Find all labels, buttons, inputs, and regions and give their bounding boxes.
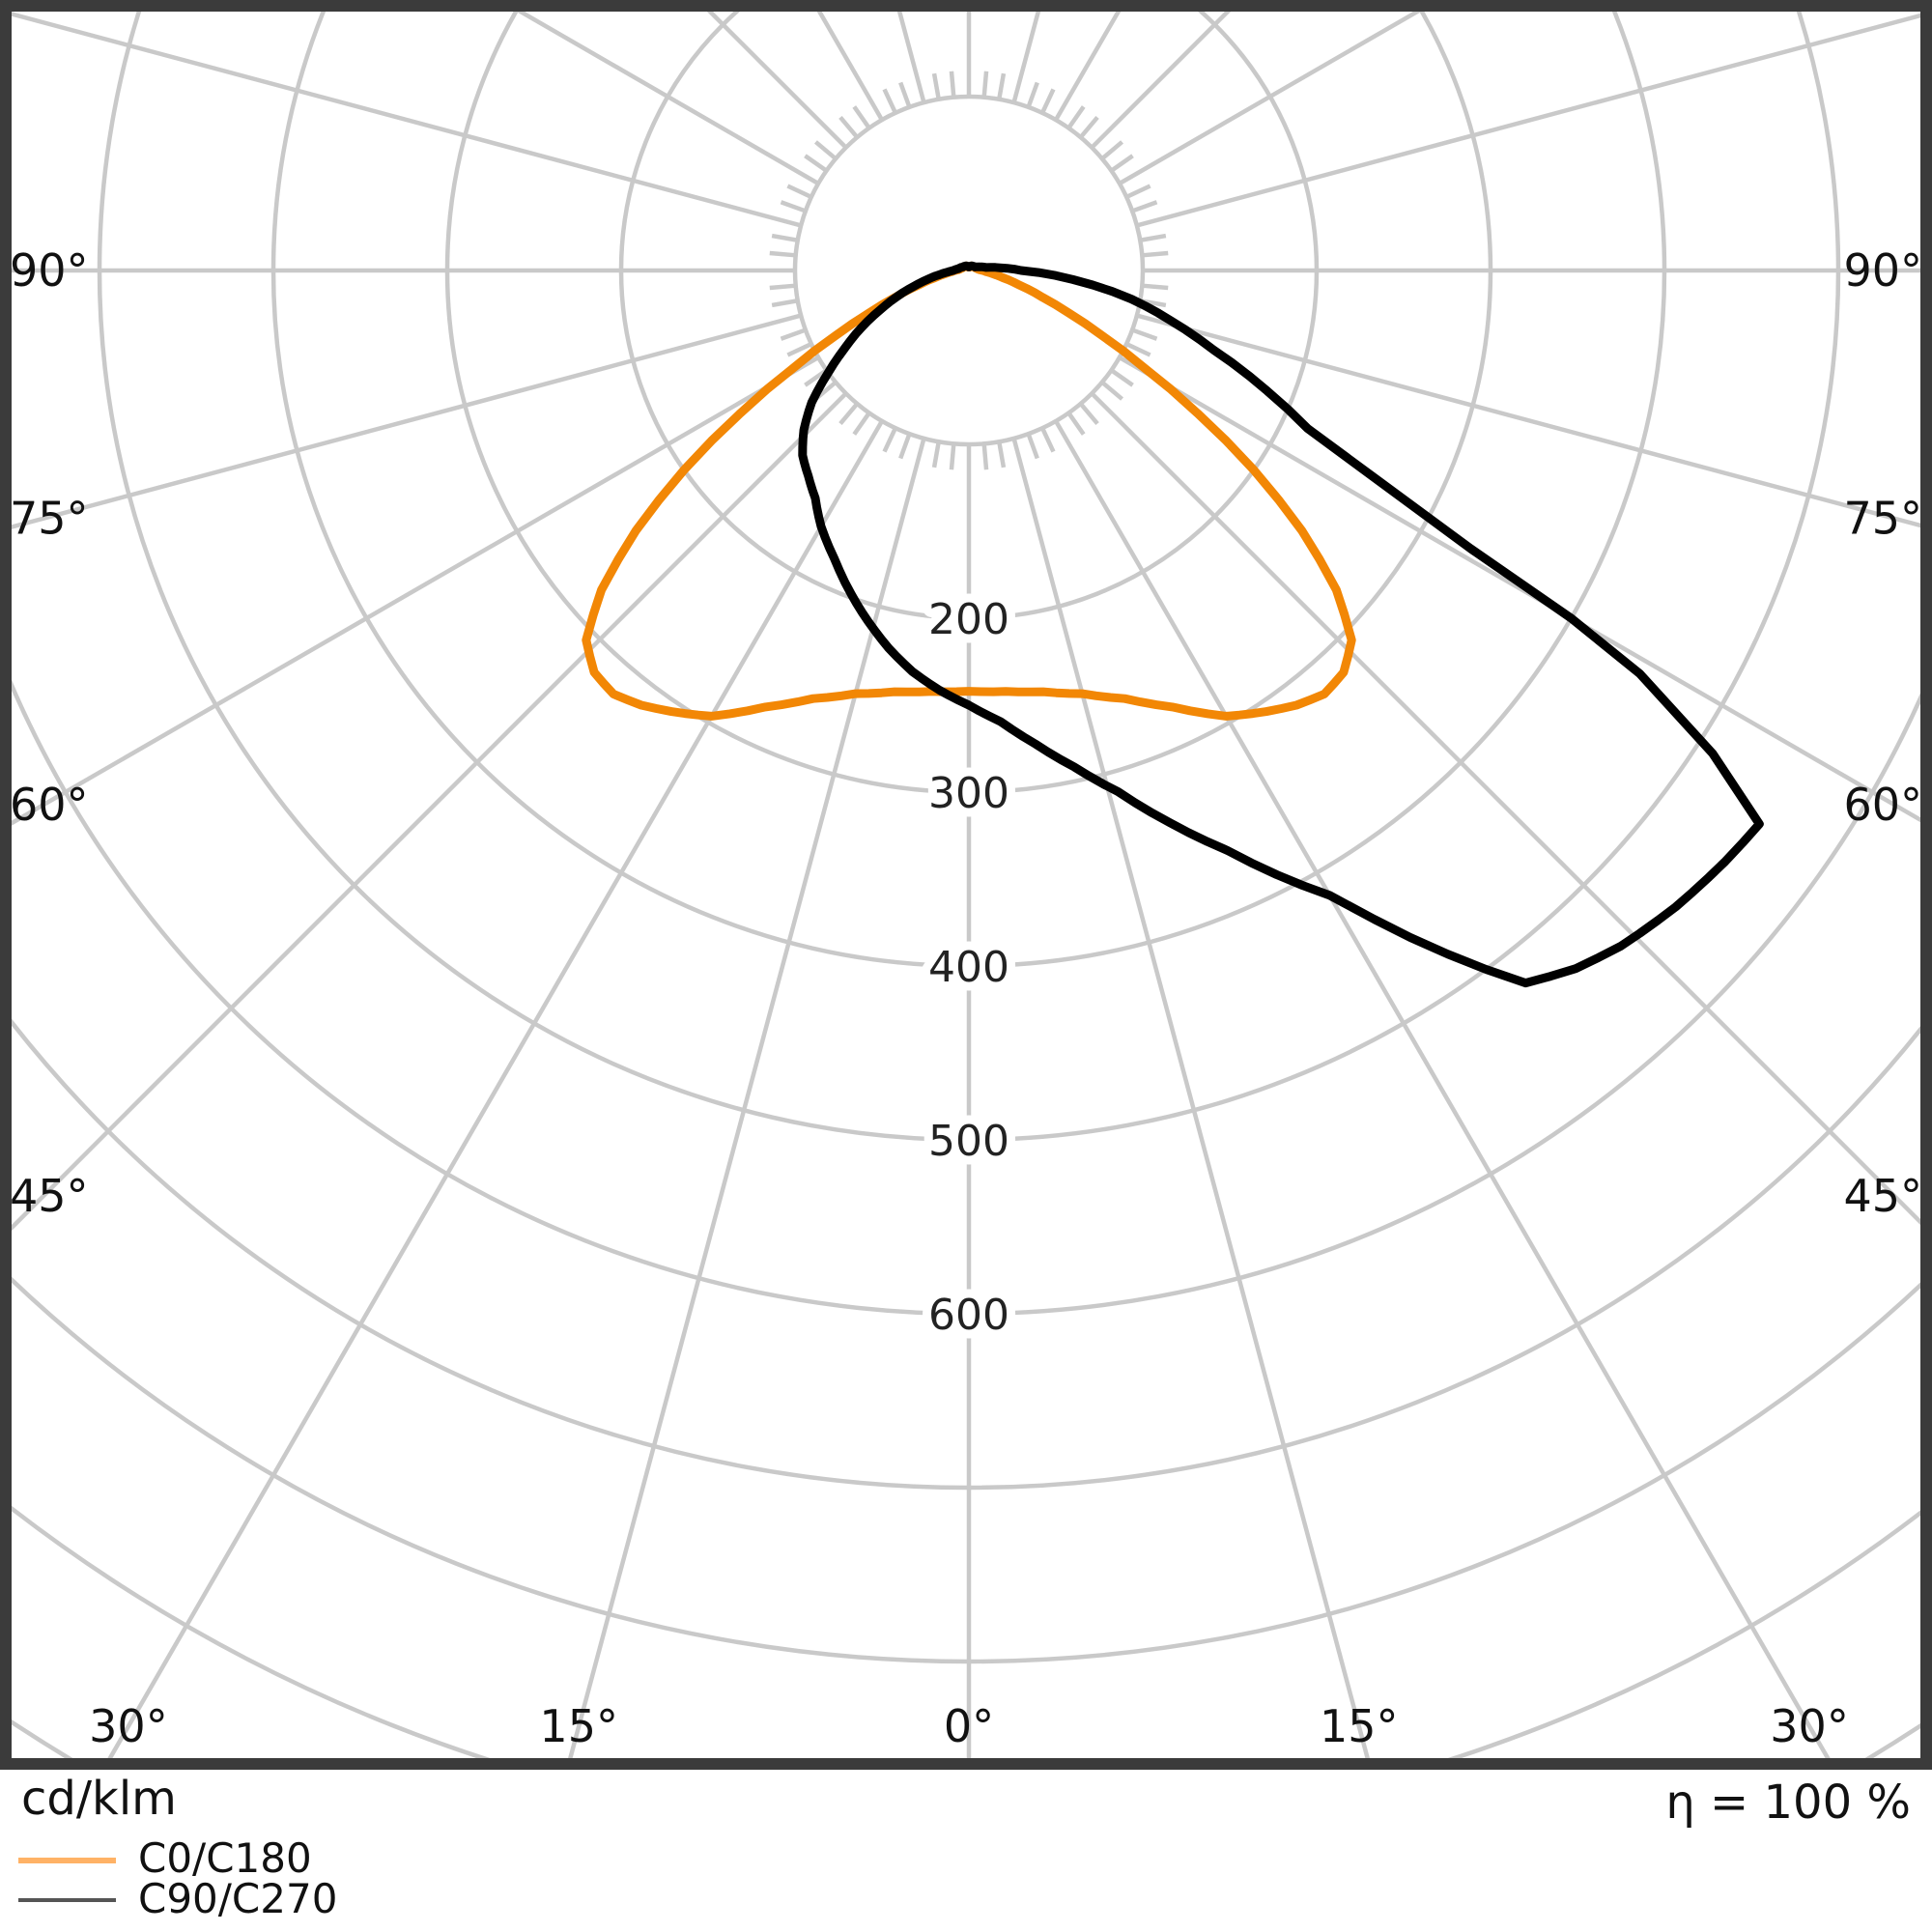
angle-label-left-45: 45°	[10, 1170, 89, 1222]
angle-label-bottom-4: 30°	[1770, 1700, 1849, 1752]
angle-label-right-90: 90°	[1843, 244, 1922, 297]
unit-label: cd/klm	[21, 1772, 177, 1826]
legend: C0/C180 C90/C270	[18, 1834, 337, 1922]
ring-value-labels: 200 300 400 500 600	[920, 586, 1018, 1349]
angle-label-bottom-0: 30°	[89, 1700, 168, 1752]
legend-label-c90-c270: C90/C270	[138, 1875, 337, 1922]
frame-right	[1920, 0, 1932, 1770]
grid-minor-ticks	[769, 71, 1169, 470]
angle-label-left-75: 75°	[10, 493, 89, 545]
plot-frame	[0, 0, 1932, 1770]
angle-labels: 90° 90° 75° 75° 60° 60° 45° 45° 30° 15° 0° 15° 30°	[10, 244, 1922, 1752]
ring-label-300: 300	[928, 769, 1009, 818]
angle-label-right-45: 45°	[1843, 1170, 1922, 1222]
legend-label-c0-c180: C0/C180	[138, 1834, 312, 1882]
ring-label-400: 400	[928, 943, 1009, 992]
frame-bottom-axis	[0, 1758, 1932, 1770]
angle-label-right-60: 60°	[1843, 779, 1922, 831]
ring-label-500: 500	[928, 1117, 1009, 1166]
angle-label-left-60: 60°	[10, 779, 89, 831]
efficiency-label: η = 100 %	[1665, 1776, 1911, 1830]
angle-label-right-75: 75°	[1843, 493, 1922, 545]
ring-label-600: 600	[928, 1291, 1009, 1340]
frame-left	[0, 0, 12, 1770]
ring-label-200: 200	[928, 595, 1009, 644]
distribution-curves	[582, 261, 1764, 988]
angle-label-bottom-3: 15°	[1320, 1700, 1399, 1752]
frame-top	[0, 0, 1932, 12]
angle-label-bottom-2: 0°	[944, 1700, 994, 1752]
angle-label-left-90: 90°	[10, 244, 89, 297]
curve-c90-c270	[798, 261, 1764, 988]
angle-label-bottom-1: 15°	[539, 1700, 618, 1752]
